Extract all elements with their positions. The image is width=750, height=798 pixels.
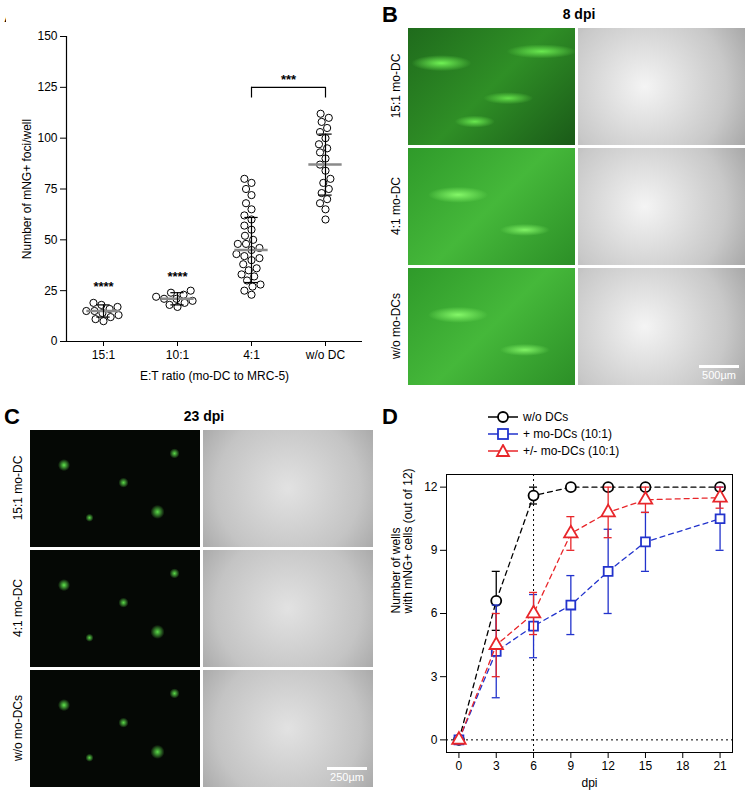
svg-text:0: 0 [431,733,438,747]
svg-text:9: 9 [431,543,438,557]
html-text:w/o mo-DCs: w/o mo-DCs [10,694,24,761]
svg-text:0: 0 [456,759,463,773]
html-text:+/- mo-DCs (10:1): +/- mo-DCs (10:1) [523,443,620,458]
svg-text:150: 150 [37,29,57,43]
svg-text:15:1: 15:1 [92,348,116,362]
svg-text:****: **** [93,279,114,294]
svg-text:100: 100 [37,131,57,145]
svg-text:21: 21 [713,759,727,773]
html-text:250µm: 250µm [330,771,364,783]
svg-text:3: 3 [431,670,438,684]
svg-text:4:1: 4:1 [243,348,260,362]
svg-text:75: 75 [44,182,58,196]
svg-text:18: 18 [676,759,690,773]
html-text:15:1 mo-DC: 15:1 mo-DC [10,455,24,520]
svg-text:9: 9 [568,759,575,773]
html-text:D: D [382,404,398,429]
svg-text:50: 50 [44,233,58,247]
html-text:4:1 mo-DC: 4:1 mo-DC [10,578,24,637]
svg-text:12: 12 [601,759,615,773]
html-text:B: B [382,2,398,27]
svg-text:Number of wellswith mNG+ cells: Number of wellswith mNG+ cells (out of 1… [389,468,415,614]
svg-text:3: 3 [493,759,500,773]
svg-text:w/o DC: w/o DC [305,348,346,362]
svg-text:Number of mNG+ foci/well: Number of mNG+ foci/well [20,119,34,259]
html-text:A: A [4,2,20,27]
svg-text:6: 6 [530,759,537,773]
html-text:C: C [4,404,20,429]
svg-text:0: 0 [51,334,58,348]
html-text:+ mo-DCs (10:1): + mo-DCs (10:1) [523,426,612,441]
html-text:8 dpi: 8 dpi [562,6,596,22]
html-text:15:1 mo-DC: 15:1 mo-DC [388,53,402,118]
svg-text:12: 12 [424,480,438,494]
svg-text:***: *** [281,71,297,86]
svg-text:125: 125 [37,80,57,94]
svg-text:25: 25 [44,284,58,298]
html-text:23 dpi: 23 dpi [183,408,225,424]
html-text:4:1 mo-DC: 4:1 mo-DC [388,176,402,235]
svg-text:10:1: 10:1 [166,348,190,362]
html-text:w/o mo-DCs: w/o mo-DCs [388,292,402,359]
html-text:w/o DCs: w/o DCs [523,409,569,424]
html-text:500µm: 500µm [702,369,736,381]
svg-text:6: 6 [431,606,438,620]
svg-text:15: 15 [639,759,653,773]
svg-text:****: **** [167,269,188,284]
svg-text:E:T ratio (mo-DC to MRC-5): E:T ratio (mo-DC to MRC-5) [140,369,289,383]
svg-text:dpi: dpi [581,776,597,790]
